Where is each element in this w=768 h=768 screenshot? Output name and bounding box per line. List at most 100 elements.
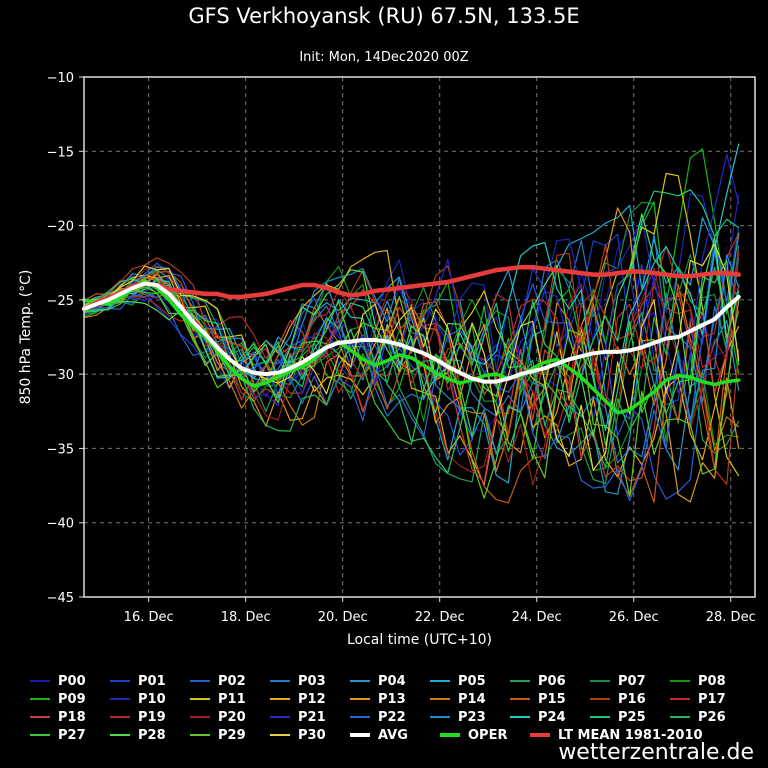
chart-subtitle: Init: Mon, 14Dec2020 00Z: [299, 50, 469, 65]
y-tick-label: −35: [47, 442, 74, 457]
legend-item-p18: P18: [30, 708, 110, 726]
member-line-p28: [83, 213, 740, 437]
legend-label: P21: [298, 709, 326, 725]
legend-label: P02: [218, 673, 246, 689]
legend-item-p04: P04: [350, 672, 430, 690]
legend-swatch: [110, 698, 130, 700]
oper-line: [82, 278, 741, 415]
legend-item-p14: P14: [430, 690, 510, 708]
legend-label: P15: [538, 691, 566, 707]
legend-item-p10: P10: [110, 690, 190, 708]
legend-label: P18: [58, 709, 86, 725]
x-tick-label: 22. Dec: [415, 610, 465, 625]
legend-item-p06: P06: [510, 672, 590, 690]
legend-swatch: [430, 698, 450, 700]
legend-swatch: [350, 698, 370, 700]
legend-label: P03: [298, 673, 326, 689]
legend-label: P10: [138, 691, 166, 707]
legend-swatch: [110, 734, 130, 736]
legend-item-p00: P00: [30, 672, 110, 690]
legend-swatch: [670, 698, 690, 700]
member-line-p27: [83, 259, 740, 460]
legend-label: P12: [298, 691, 326, 707]
legend-item-p27: P27: [30, 726, 110, 744]
legend-item-p21: P21: [270, 708, 350, 726]
legend-label: P06: [538, 673, 566, 689]
member-line-p02: [83, 262, 740, 500]
member-line-p22: [83, 235, 740, 502]
x-tick-label: 24. Dec: [512, 610, 562, 625]
x-axis-label: Local time (UTC+10): [347, 632, 492, 648]
x-tick-label: 20. Dec: [318, 610, 368, 625]
legend-label: P13: [378, 691, 406, 707]
legend-item-p13: P13: [350, 690, 430, 708]
legend-item-p22: P22: [350, 708, 430, 726]
legend-item-p28: P28: [110, 726, 190, 744]
legend-label: P20: [218, 709, 246, 725]
legend-item-p24: P24: [510, 708, 590, 726]
legend-swatch: [110, 680, 130, 682]
y-axis-label: 850 hPa Temp. (°C): [18, 270, 34, 405]
legend-swatch: [510, 680, 530, 682]
legend-swatch: [30, 680, 50, 682]
legend-label: LT MEAN 1981-2010: [558, 727, 703, 743]
plot-frame: [83, 76, 756, 598]
legend-row: P09 P10 P11 P12 P13 P14 P15 P16 P17: [30, 690, 760, 708]
legend-swatch: [510, 698, 530, 700]
legend-swatch: [270, 734, 290, 736]
member-line-p26: [83, 232, 740, 469]
legend-label: P14: [458, 691, 486, 707]
legend-item-oper: OPER: [440, 726, 530, 744]
legend-swatch: [590, 698, 610, 700]
legend-label: P11: [218, 691, 246, 707]
member-line-p12: [83, 249, 740, 486]
legend-row: P00 P01 P02 P03 P04 P05 P06 P07 P08: [30, 672, 760, 690]
legend-item-p17: P17: [670, 690, 750, 708]
legend-item-p02: P02: [190, 672, 270, 690]
y-tick-label: −40: [47, 517, 74, 532]
legend-swatch: [190, 734, 210, 736]
legend-swatch: [430, 680, 450, 682]
x-tick-label: 26. Dec: [609, 610, 659, 625]
legend-swatch: [190, 716, 210, 718]
legend-item-p11: P11: [190, 690, 270, 708]
legend-item-p05: P05: [430, 672, 510, 690]
legend-label: P19: [138, 709, 166, 725]
legend-swatch: [590, 716, 610, 718]
member-line-p16: [83, 244, 740, 485]
legend-swatch: [670, 680, 690, 682]
legend-swatch: [30, 734, 50, 736]
legend-swatch: [270, 680, 290, 682]
legend-item-p01: P01: [110, 672, 190, 690]
legend-label: P07: [618, 673, 646, 689]
legend-label: P08: [698, 673, 726, 689]
legend-row: P18 P19 P20 P21 P22 P23 P24 P25 P26: [30, 708, 760, 726]
legend-item-p19: P19: [110, 708, 190, 726]
legend-item-p20: P20: [190, 708, 270, 726]
legend-item-p30: P30: [270, 726, 350, 744]
chart-title: GFS Verkhoyansk (RU) 67.5N, 133.5E: [188, 4, 580, 28]
legend-swatch: [190, 698, 210, 700]
legend-label: P23: [458, 709, 486, 725]
y-tick-label: −15: [47, 145, 74, 160]
legend-label: P30: [298, 727, 326, 743]
legend-label: P09: [58, 691, 86, 707]
legend-item-p09: P09: [30, 690, 110, 708]
legend-label: P29: [218, 727, 246, 743]
legend-swatch: [110, 716, 130, 718]
legend-swatch: [440, 733, 460, 737]
legend-label: P25: [618, 709, 646, 725]
lt-mean-line: [81, 264, 742, 312]
y-tick-label: −20: [47, 220, 74, 235]
legend-label: P00: [58, 673, 86, 689]
y-tick-label: −30: [47, 368, 74, 383]
legend-swatch: [590, 680, 610, 682]
x-tick-label: 16. Dec: [124, 610, 174, 625]
legend-item-p29: P29: [190, 726, 270, 744]
legend-label: P27: [58, 727, 86, 743]
legend-swatch: [350, 716, 370, 718]
member-line-p30: [83, 243, 740, 471]
legend-swatch: [430, 716, 450, 718]
legend-swatch: [30, 698, 50, 700]
y-tick-label: −45: [47, 591, 74, 606]
